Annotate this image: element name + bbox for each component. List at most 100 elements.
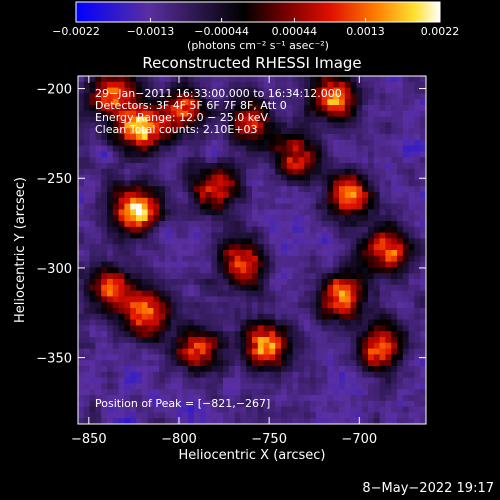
heatmap-cell	[397, 81, 404, 88]
heatmap-cell	[124, 418, 131, 424]
heatmap-cell	[420, 197, 426, 204]
heatmap-cell	[124, 325, 131, 332]
heatmap-cell	[321, 395, 328, 402]
heatmap-cell	[83, 226, 90, 233]
heatmap-cell	[286, 400, 293, 407]
heatmap-cell	[414, 93, 421, 100]
heatmap-cell	[78, 383, 85, 390]
heatmap-cell	[379, 418, 386, 424]
heatmap-cell	[246, 116, 253, 123]
heatmap-cell	[118, 308, 125, 315]
heatmap-cell	[257, 325, 264, 332]
heatmap-cell	[263, 186, 270, 193]
heatmap-cell	[286, 139, 293, 146]
heatmap-cell	[281, 157, 288, 164]
heatmap-cell	[269, 331, 276, 338]
heatmap-cell	[217, 192, 224, 199]
heatmap-cell	[321, 290, 328, 297]
heatmap-cell	[368, 279, 375, 286]
heatmap-cell	[136, 209, 143, 216]
heatmap-cell	[315, 395, 322, 402]
heatmap-cell	[153, 395, 160, 402]
heatmap-cell	[252, 366, 259, 373]
heatmap-cell	[165, 389, 172, 396]
heatmap-cell	[356, 87, 363, 94]
heatmap-cell	[414, 290, 421, 297]
heatmap-cell	[350, 174, 357, 181]
heatmap-cell	[281, 116, 288, 123]
heatmap-cell	[153, 157, 160, 164]
heatmap-cell	[315, 192, 322, 199]
heatmap-cell	[356, 168, 363, 175]
heatmap-cell	[89, 400, 96, 407]
heatmap-cell	[252, 215, 259, 222]
heatmap-cell	[136, 76, 143, 83]
x-tick-label: −800	[161, 432, 197, 447]
heatmap-cell	[199, 128, 206, 135]
heatmap-cell	[263, 93, 270, 100]
heatmap-cell	[368, 389, 375, 396]
heatmap-cell	[385, 302, 392, 309]
heatmap-cell	[362, 209, 369, 216]
heatmap-cell	[240, 360, 247, 367]
heatmap-cell	[124, 221, 131, 228]
heatmap-cell	[112, 168, 119, 175]
heatmap-cell	[402, 371, 409, 378]
heatmap-cell	[298, 354, 305, 361]
heatmap-cell	[269, 221, 276, 228]
heatmap-cell	[315, 163, 322, 170]
heatmap-cell	[83, 192, 90, 199]
heatmap-cell	[275, 186, 282, 193]
heatmap-cell	[257, 244, 264, 251]
heatmap-cell	[269, 412, 276, 419]
heatmap-cell	[391, 93, 398, 100]
heatmap-cell	[130, 163, 137, 170]
heatmap-cell	[176, 400, 183, 407]
heatmap-cell	[327, 366, 334, 373]
heatmap-cell	[78, 400, 85, 407]
heatmap-cell	[211, 180, 218, 187]
heatmap-cell	[420, 238, 426, 245]
heatmap-cell	[118, 284, 125, 291]
heatmap-cell	[246, 145, 253, 152]
heatmap-cell	[327, 284, 334, 291]
heatmap-cell	[89, 418, 96, 424]
heatmap-cell	[414, 116, 421, 123]
heatmap-cell	[188, 284, 195, 291]
heatmap-cell	[414, 296, 421, 303]
heatmap-cell	[101, 81, 108, 88]
heatmap-cell	[408, 110, 415, 117]
heatmap-cell	[228, 93, 235, 100]
heatmap-cell	[327, 209, 334, 216]
heatmap-cell	[223, 308, 230, 315]
heatmap-cell	[101, 284, 108, 291]
heatmap-cell	[89, 313, 96, 320]
heatmap-cell	[165, 250, 172, 257]
heatmap-cell	[391, 145, 398, 152]
heatmap-cell	[275, 105, 282, 112]
heatmap-cell	[199, 250, 206, 257]
heatmap-cell	[333, 366, 340, 373]
heatmap-cell	[298, 203, 305, 210]
heatmap-cell	[402, 284, 409, 291]
heatmap-cell	[298, 221, 305, 228]
heatmap-cell	[420, 348, 426, 355]
heatmap-cell	[356, 371, 363, 378]
heatmap-cell	[78, 267, 85, 274]
heatmap-cell	[205, 302, 212, 309]
heatmap-cell	[141, 366, 148, 373]
heatmap-cell	[408, 168, 415, 175]
heatmap-cell	[89, 337, 96, 344]
heatmap-cell	[101, 244, 108, 251]
heatmap-cell	[373, 313, 380, 320]
heatmap-cell	[275, 360, 282, 367]
heatmap-cell	[228, 290, 235, 297]
heatmap-cell	[228, 232, 235, 239]
heatmap-cell	[408, 290, 415, 297]
heatmap-cell	[402, 319, 409, 326]
heatmap-cell	[89, 244, 96, 251]
heatmap-cell	[252, 221, 259, 228]
heatmap-cell	[136, 244, 143, 251]
heatmap-cell	[153, 319, 160, 326]
heatmap-cell	[385, 267, 392, 274]
